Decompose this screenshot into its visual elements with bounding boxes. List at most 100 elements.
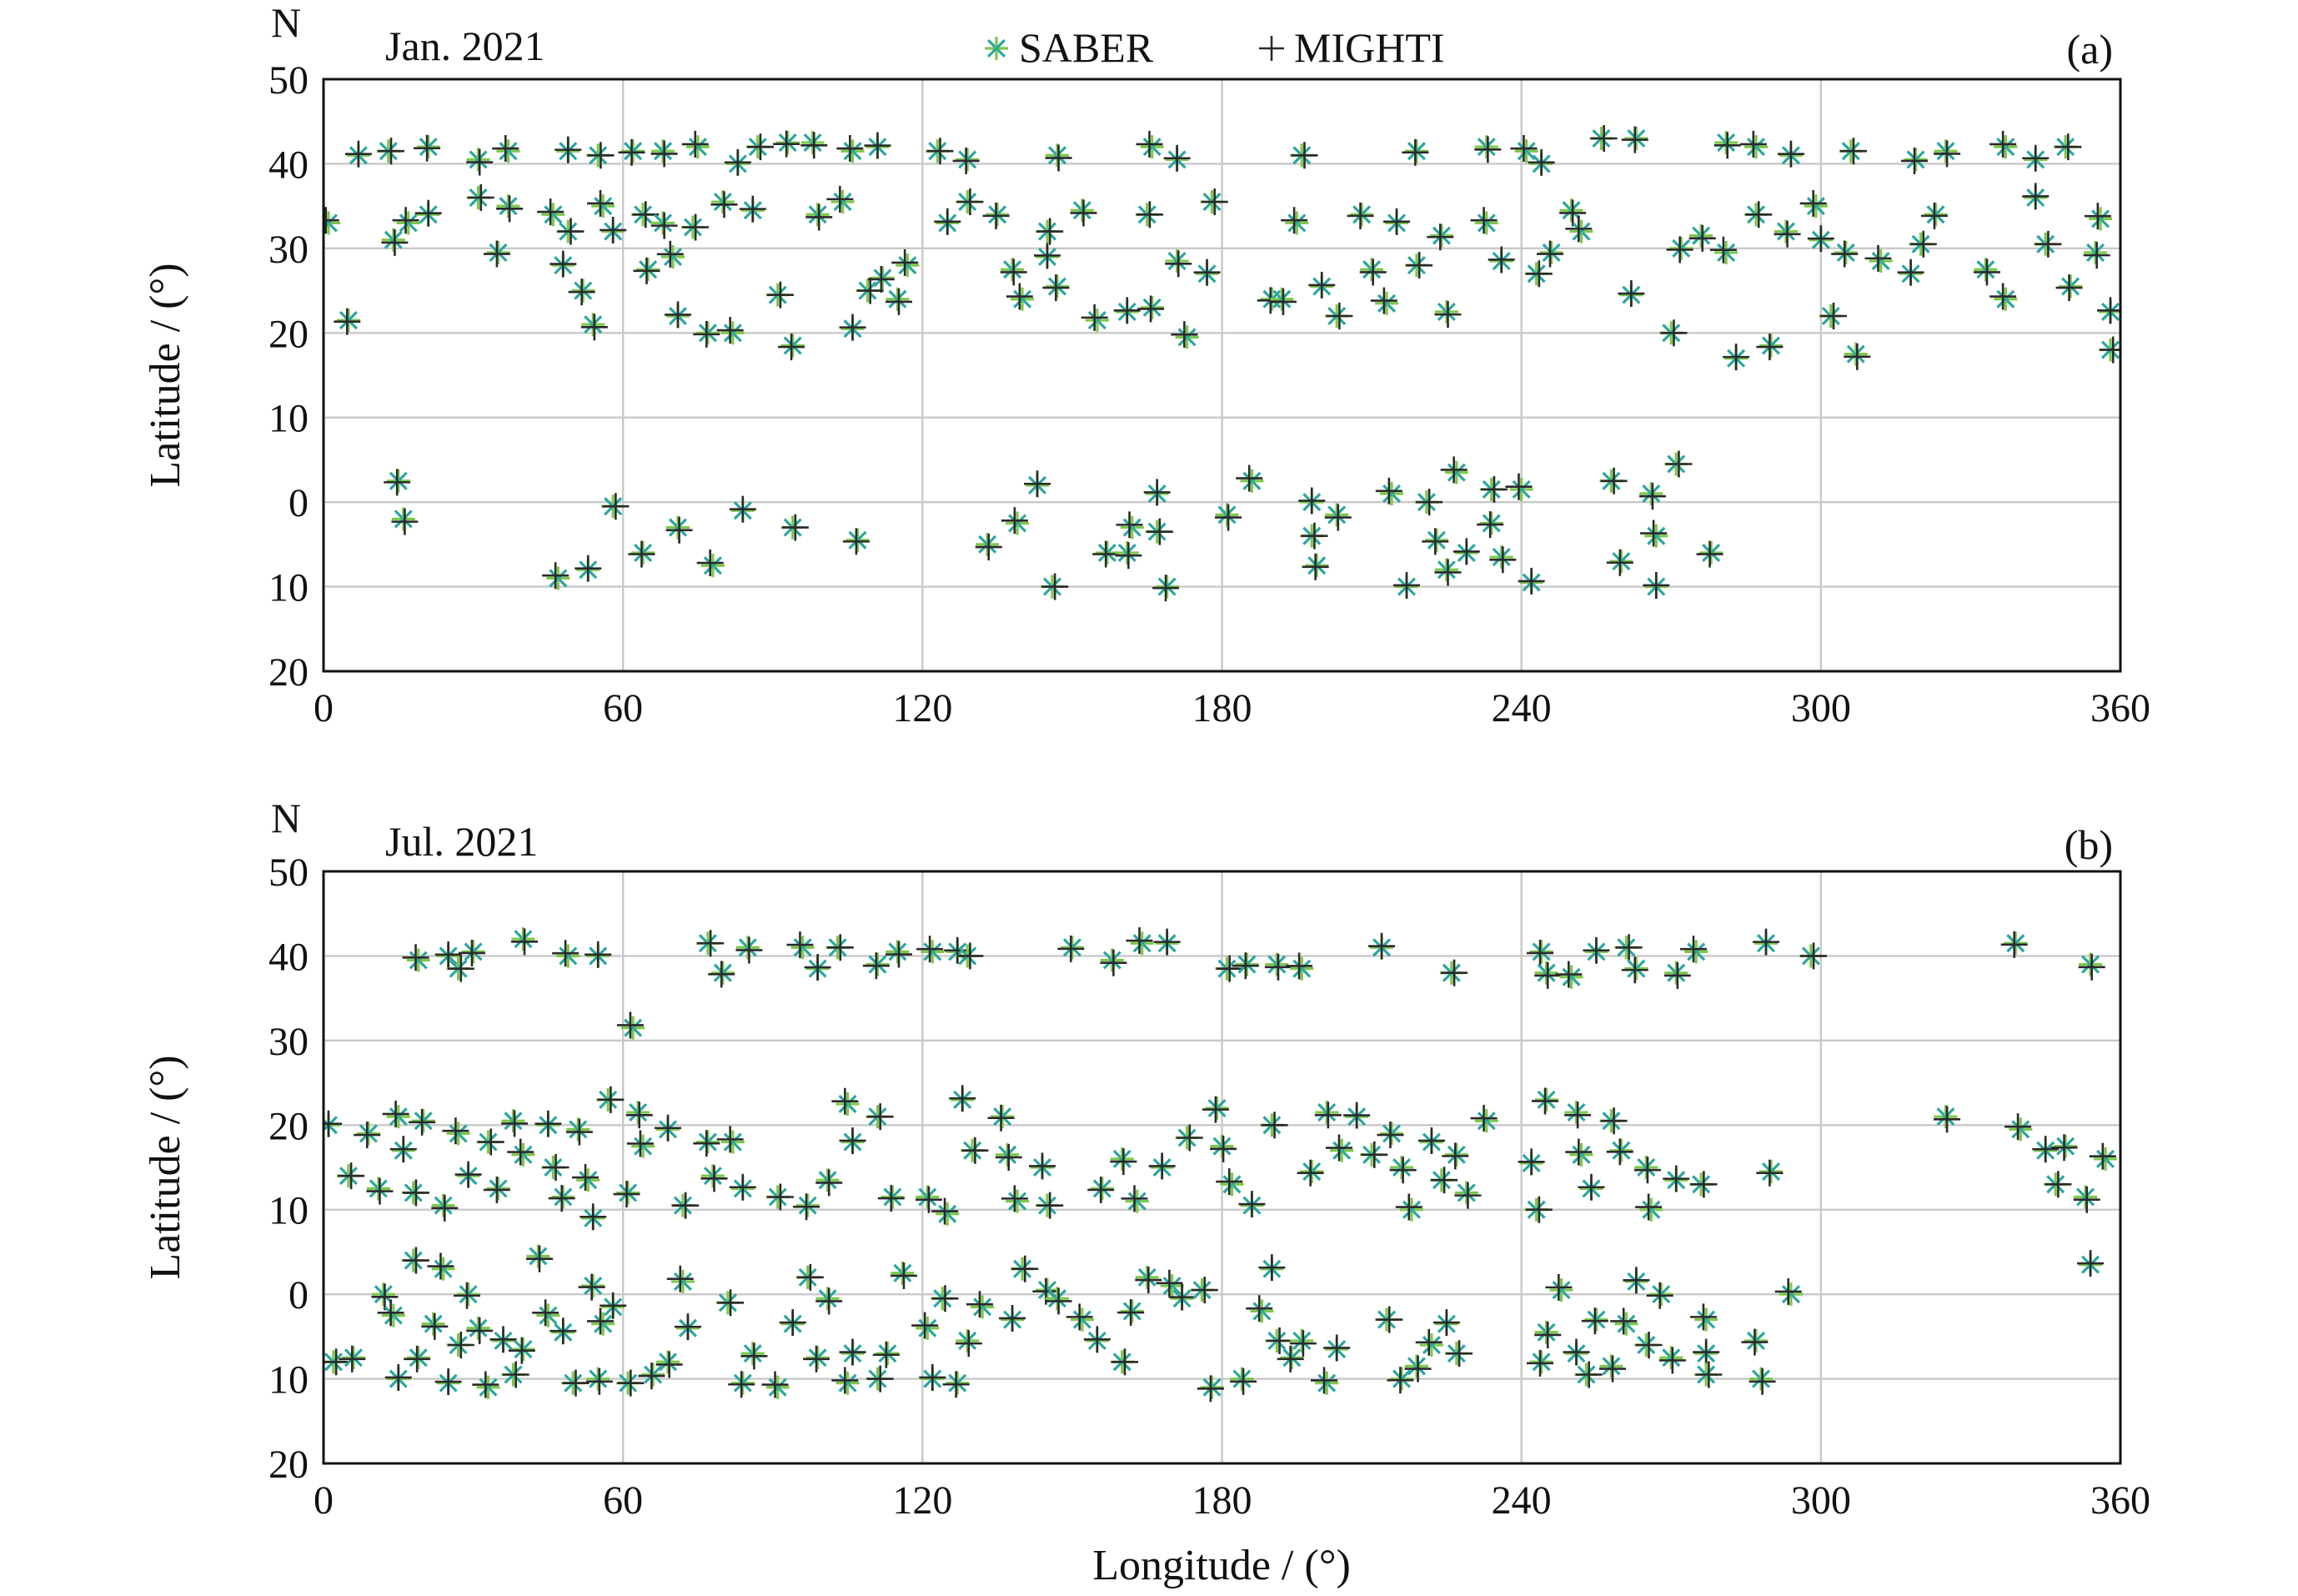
mighti-point	[1216, 1168, 1243, 1196]
mighti-point	[548, 1185, 575, 1212]
data-point	[1623, 1267, 1650, 1294]
mighti-point	[2045, 1171, 2072, 1198]
x-axis-label: Longitude / (°)	[1092, 1542, 1351, 1589]
data-point	[708, 961, 735, 988]
mighti-point	[1370, 287, 1397, 314]
data-point	[855, 277, 884, 304]
mighti-point	[999, 1304, 1026, 1332]
saber-point	[1639, 1197, 1663, 1222]
saber-point	[1404, 139, 1428, 163]
mighti-point	[735, 936, 763, 964]
saber-point	[1634, 1156, 1658, 1179]
data-point	[800, 131, 828, 159]
saber-point	[356, 1122, 380, 1146]
saber-point	[735, 936, 760, 960]
saber-point	[631, 1134, 655, 1158]
y-tick-label: 20	[268, 650, 309, 695]
saber-point	[685, 135, 710, 159]
data-point	[765, 1183, 794, 1211]
data-point	[2078, 952, 2105, 981]
mighti-point	[1045, 144, 1072, 172]
data-point	[1739, 130, 1769, 159]
saber-point	[1609, 550, 1633, 574]
data-point	[1799, 942, 1828, 970]
saber-point	[336, 309, 360, 333]
mighti-point	[580, 1203, 607, 1231]
mighti-point	[458, 939, 485, 966]
mighti-point	[1635, 1332, 1663, 1358]
legend: SABER MIGHTI	[985, 24, 1445, 71]
mighti-point	[1168, 1283, 1196, 1311]
data-point	[427, 1252, 455, 1281]
mighti-point	[1527, 1349, 1554, 1377]
mighti-point	[1286, 952, 1313, 980]
y-tick-label: 0	[289, 1273, 309, 1317]
mighti-point	[1555, 961, 1583, 988]
saber-point	[991, 1105, 1015, 1129]
data-point	[1479, 475, 1508, 503]
data-point	[1143, 479, 1171, 506]
data-point	[1454, 1181, 1482, 1209]
data-point	[1383, 208, 1411, 235]
mighti-point	[1688, 224, 1716, 252]
mighti-point	[975, 534, 1002, 561]
mighti-point	[447, 955, 474, 982]
saber-point	[1360, 258, 1384, 282]
data-point	[1171, 321, 1199, 349]
mighti-point	[877, 1185, 905, 1212]
mighti-point	[1565, 1138, 1593, 1166]
data-point	[1693, 1338, 1720, 1366]
data-point	[1440, 456, 1468, 484]
data-point	[1281, 207, 1309, 235]
data-point	[831, 1087, 860, 1116]
data-point	[1033, 242, 1061, 269]
data-point	[401, 1247, 429, 1274]
mighti-point	[587, 142, 615, 169]
data-point	[955, 1328, 982, 1358]
data-point	[2044, 1171, 2072, 1198]
data-point	[377, 1299, 405, 1327]
data-point	[534, 1110, 562, 1137]
saber-point	[476, 1375, 500, 1399]
data-point	[1679, 936, 1708, 964]
data-point	[1528, 148, 1555, 176]
mighti-point	[1146, 518, 1173, 545]
data-point	[489, 1326, 517, 1353]
mighti-point	[1343, 1102, 1371, 1129]
mighti-point	[580, 314, 608, 341]
saber-point	[1609, 1138, 1633, 1162]
data-point	[1774, 219, 1801, 248]
saber-point	[446, 1122, 470, 1146]
data-point	[511, 927, 539, 956]
saber-point	[631, 541, 655, 565]
data-point	[382, 1100, 410, 1129]
mighti-point	[1646, 1282, 1673, 1309]
data-point	[1777, 140, 1804, 168]
data-point	[1807, 225, 1834, 253]
mighti-point	[392, 207, 419, 234]
panel-b: 0 60 120 180 240 300 360 50 40 30 20 10 0 10 20 N Jul.…	[142, 795, 2150, 1523]
data-point	[1989, 283, 2018, 311]
data-point	[1092, 540, 1120, 568]
saber-point	[1130, 931, 1154, 956]
data-point	[2099, 336, 2120, 364]
saber-point	[1006, 1189, 1030, 1213]
data-point	[549, 250, 577, 278]
saber-point	[976, 532, 1000, 556]
mighti-point	[338, 1162, 365, 1190]
mighti-point	[805, 203, 833, 231]
data-point	[1470, 1105, 1498, 1133]
data-point	[1387, 1367, 1414, 1394]
mighti-point	[1799, 189, 1827, 217]
saber-point	[541, 203, 565, 227]
mighti-point	[572, 1164, 600, 1192]
saber-point	[591, 194, 615, 218]
mighti-point	[1807, 225, 1834, 253]
mighti-point	[862, 952, 890, 980]
mighti-point	[384, 469, 411, 496]
saber-point	[1001, 258, 1025, 282]
data-point	[336, 1162, 365, 1190]
data-point	[586, 142, 615, 169]
data-point	[1417, 1127, 1445, 1154]
data-point	[1599, 467, 1628, 494]
